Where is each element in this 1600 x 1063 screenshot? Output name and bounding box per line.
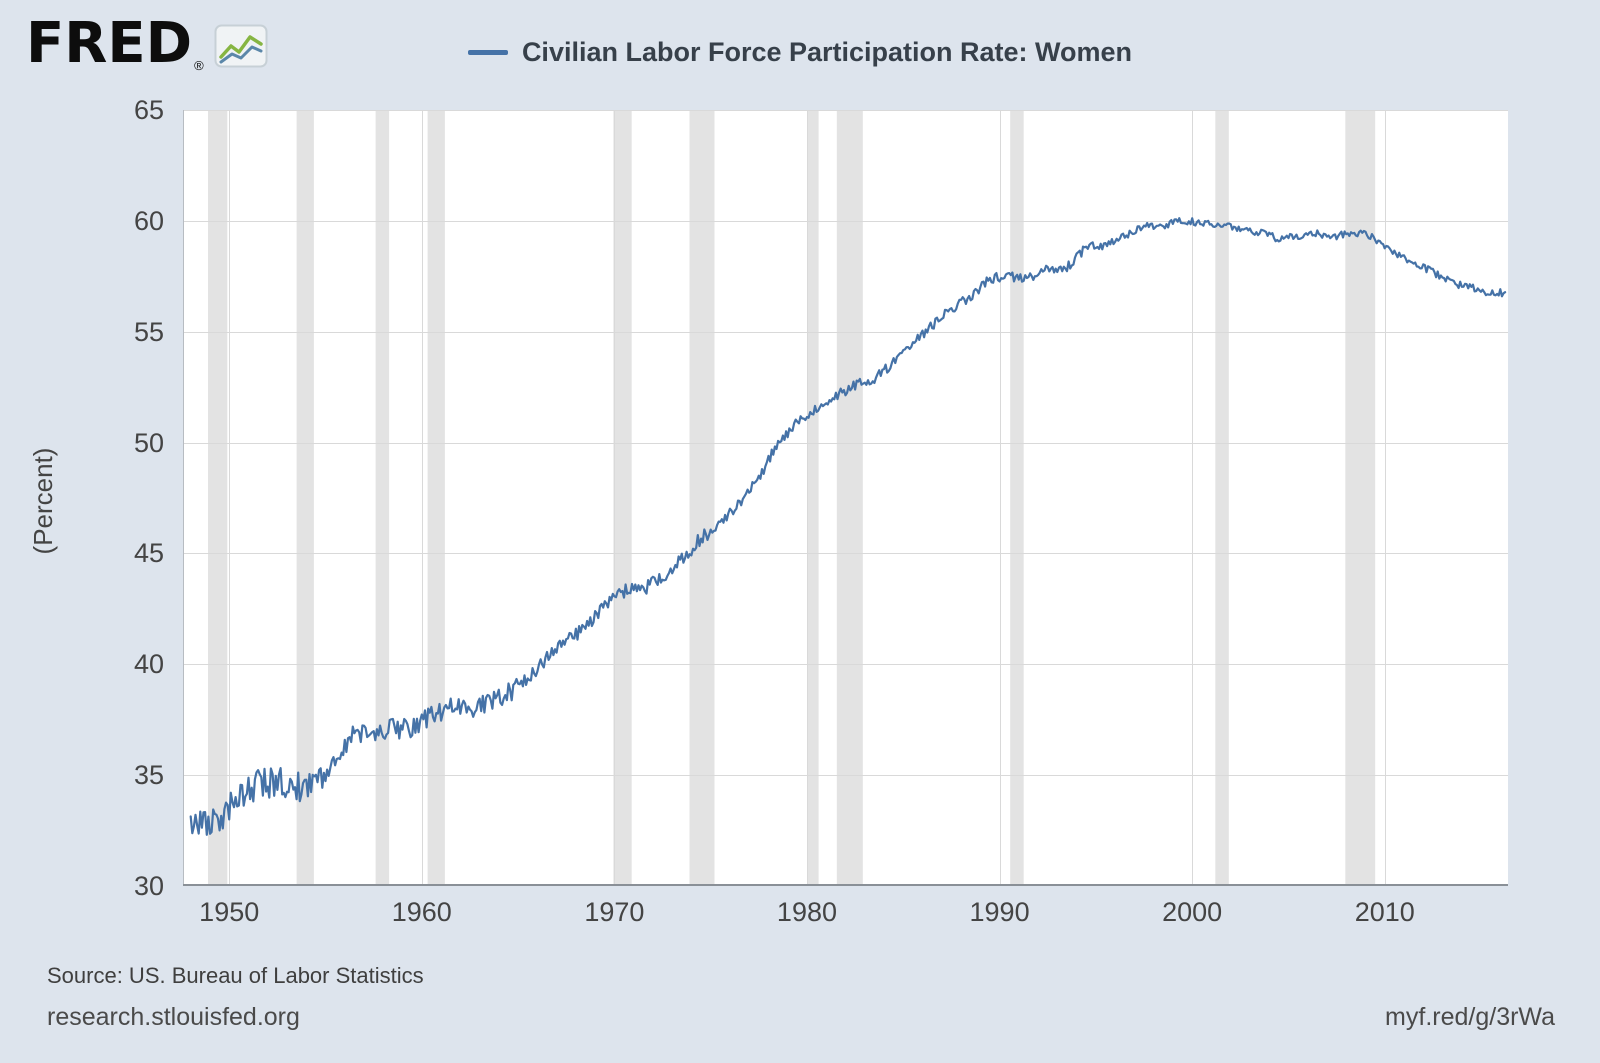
fred-logo: FRED ® xyxy=(26,16,268,73)
legend-label: Civilian Labor Force Participation Rate:… xyxy=(521,36,1133,67)
x-tick-label: 1990 xyxy=(969,897,1030,927)
legend-line-swatch xyxy=(467,49,508,55)
recession-band xyxy=(1345,110,1376,886)
recession-band xyxy=(296,110,314,886)
source-note: Source: US. Bureau of Labor Statistics xyxy=(47,963,424,988)
x-tick-label: 1980 xyxy=(776,897,837,927)
recession-band xyxy=(1010,110,1024,886)
x-tick-label: 2000 xyxy=(1162,897,1223,927)
x-tick-label: 1960 xyxy=(391,897,452,927)
recession-band xyxy=(836,110,863,886)
recession-band xyxy=(807,110,819,886)
recession-band xyxy=(613,110,632,886)
fred-logo-text: FRED xyxy=(26,11,193,76)
chart-legend: Civilian Labor Force Participation Rate:… xyxy=(0,32,1600,72)
y-axis-title: (Percent) xyxy=(28,447,58,555)
y-tick-label: 30 xyxy=(133,871,164,901)
y-tick-label: 40 xyxy=(133,649,164,680)
short-url: myf.red/g/3rWa xyxy=(1385,1003,1555,1031)
series-line xyxy=(189,217,1507,836)
y-tick-label: 60 xyxy=(133,205,164,236)
recession-band xyxy=(208,110,228,886)
x-tick-label: 1950 xyxy=(199,897,260,927)
y-tick-label: 65 xyxy=(133,95,164,125)
fred-logo-chart-icon xyxy=(214,24,268,68)
recession-band xyxy=(375,110,390,886)
registered-trademark: ® xyxy=(194,58,204,73)
y-tick-label: 35 xyxy=(133,760,164,791)
plot-area xyxy=(183,110,1508,887)
y-tick-label: 55 xyxy=(133,316,164,347)
y-tick-label: 50 xyxy=(133,427,164,458)
site-url: research.stlouisfed.org xyxy=(47,1003,300,1031)
x-tick-label: 2010 xyxy=(1354,897,1415,927)
recession-band xyxy=(427,110,445,886)
chart-svg xyxy=(183,110,1508,887)
x-tick-label: 1970 xyxy=(584,897,645,927)
y-tick-label: 45 xyxy=(133,538,164,569)
recession-band xyxy=(689,110,715,886)
recession-band xyxy=(1215,110,1229,886)
